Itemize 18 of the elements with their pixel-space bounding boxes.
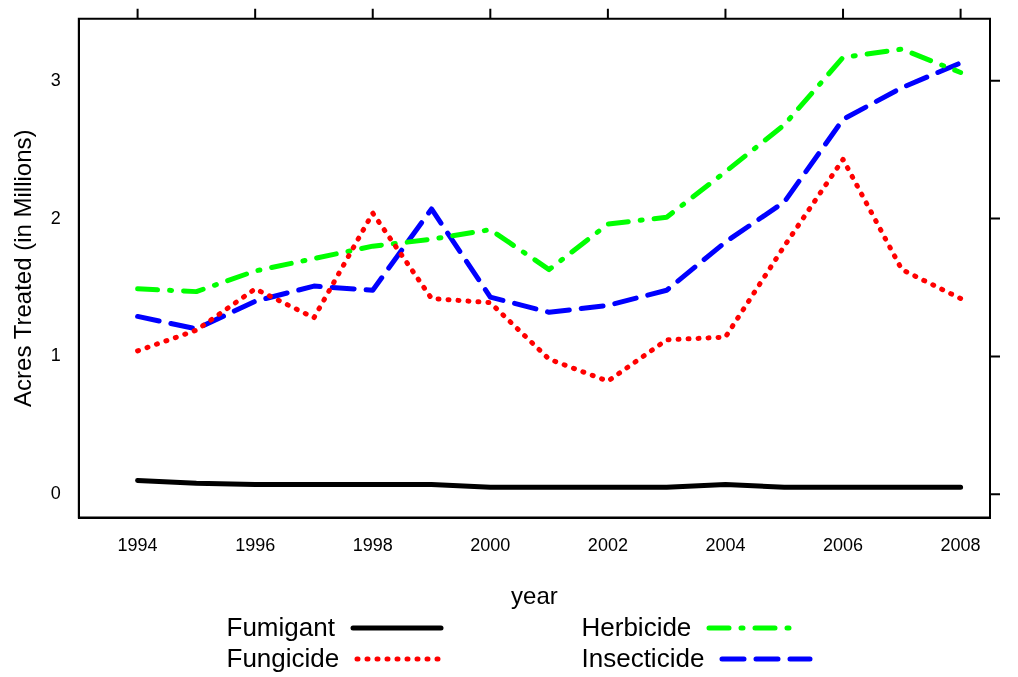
x-tick-label: 1996 xyxy=(235,535,276,556)
x-tick-label: 1994 xyxy=(117,535,158,556)
x-tick-label: 1998 xyxy=(352,535,393,556)
legend-label: Fungicide xyxy=(226,643,340,674)
y-tick-label: 2 xyxy=(50,207,61,228)
y-tick-label: 3 xyxy=(50,69,61,90)
legend-label: Insecticide xyxy=(581,643,705,674)
y-tick-label: 0 xyxy=(50,483,61,504)
x-tick-label: 2004 xyxy=(705,535,746,556)
x-tick-label: 2002 xyxy=(587,535,628,556)
y-tick-label: 1 xyxy=(50,345,61,366)
x-tick-label: 2006 xyxy=(823,535,864,556)
x-tick-label: 2008 xyxy=(940,535,981,556)
x-axis-title: year xyxy=(511,582,558,610)
x-tick-label: 2000 xyxy=(470,535,511,556)
y-axis-title: Acres Treated (in Millions) xyxy=(9,129,37,407)
legend-label: Fumigant xyxy=(226,612,335,643)
legend-label: Herbicide xyxy=(581,612,692,643)
